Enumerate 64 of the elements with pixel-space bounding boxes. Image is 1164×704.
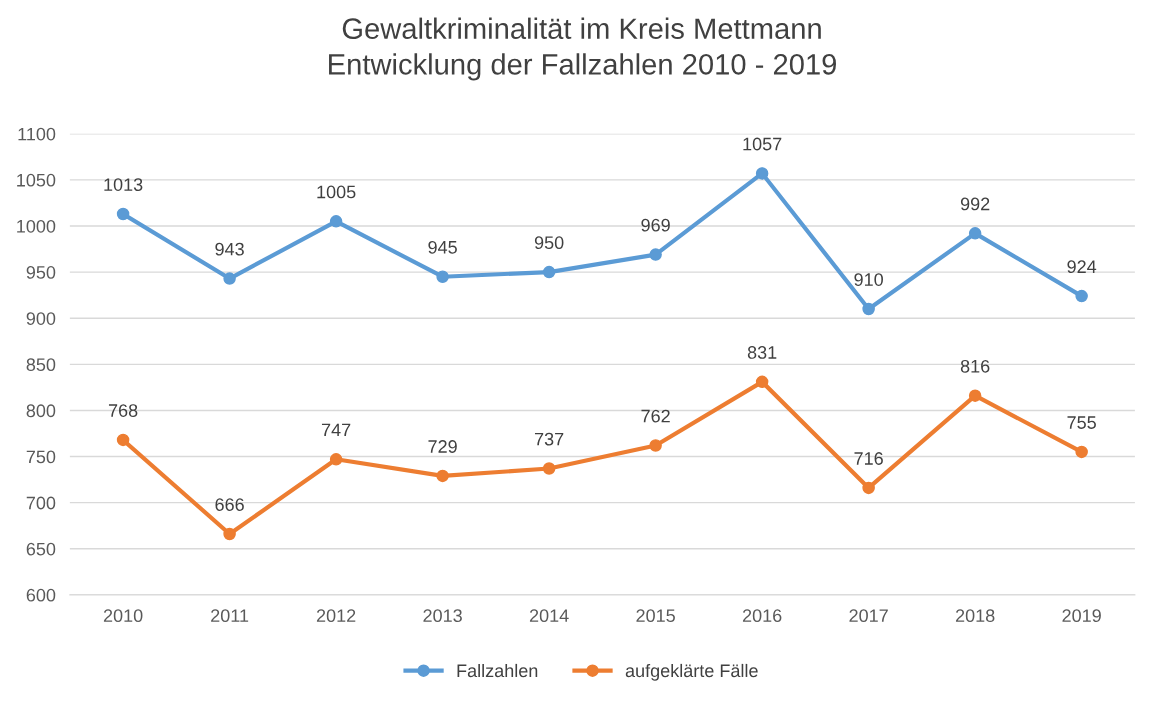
point [755, 375, 769, 389]
data-label: 716 [854, 452, 883, 465]
data-label: 762 [641, 409, 670, 423]
data-label: 1013 [104, 178, 143, 191]
point [649, 439, 662, 452]
point [862, 481, 875, 495]
x-tick-label: 2014 [529, 609, 569, 623]
data-label: 737 [534, 432, 564, 446]
x-tick-label: 2013 [423, 609, 462, 623]
point [755, 167, 769, 180]
data-label: 910 [854, 273, 883, 286]
y-tick-label: 1050 [17, 173, 56, 187]
data-label: 992 [960, 197, 990, 211]
y-tick-label: 700 [26, 496, 56, 510]
y-tick-label: 650 [26, 542, 56, 556]
data-label: 816 [960, 359, 990, 373]
data-label: 1057 [743, 137, 782, 151]
data-label: 924 [1067, 260, 1097, 274]
point [862, 302, 875, 316]
data-label: 755 [1067, 416, 1096, 429]
point [436, 469, 449, 483]
y-tick-label: 850 [26, 358, 56, 372]
point [1075, 289, 1088, 303]
x-tick-label: 2015 [636, 609, 675, 623]
data-label: 950 [534, 236, 564, 250]
y-tick-label: 1100 [18, 127, 56, 141]
data-label: 945 [428, 240, 457, 254]
point [223, 272, 236, 285]
point [116, 433, 130, 447]
data-label: 969 [641, 218, 670, 232]
point [649, 248, 662, 261]
point [329, 215, 343, 228]
legend-label: Fallzahlen [457, 663, 538, 678]
y-tick-label: 750 [26, 450, 56, 464]
x-tick-label: 2012 [316, 609, 356, 623]
point [1075, 445, 1088, 459]
data-label: 768 [108, 404, 138, 417]
x-tick-label: 2011 [211, 609, 249, 623]
point [542, 265, 556, 279]
y-tick-label: 600 [26, 588, 56, 602]
point [223, 527, 236, 541]
point [542, 462, 556, 475]
y-tick-label: 950 [26, 266, 56, 279]
x-tick-label: 2019 [1062, 609, 1101, 623]
point [968, 389, 982, 402]
x-tick-label: 2016 [742, 609, 782, 623]
point [436, 270, 449, 283]
data-label: 729 [428, 440, 457, 453]
data-label: 1005 [317, 185, 356, 199]
y-tick-label: 900 [26, 312, 56, 325]
data-label: 747 [321, 423, 351, 437]
x-tick-label: 2017 [849, 609, 888, 623]
x-tick-label: 2018 [955, 609, 995, 623]
point [116, 207, 130, 221]
legend-label: aufgeklärte Fälle [625, 663, 758, 681]
y-tick-label: 800 [26, 404, 56, 418]
data-label: 831 [747, 346, 777, 359]
x-tick-label: 2010 [103, 609, 143, 623]
point [968, 227, 982, 240]
chart-title: Gewaltkriminalität im Kreis Mettmann Entwicklung der Fallzahlen 2010 - 2019 [329, 17, 836, 81]
y-tick-label: 1000 [17, 219, 56, 233]
data-label: 666 [215, 498, 244, 511]
data-label: 943 [215, 242, 244, 256]
point [329, 453, 343, 466]
